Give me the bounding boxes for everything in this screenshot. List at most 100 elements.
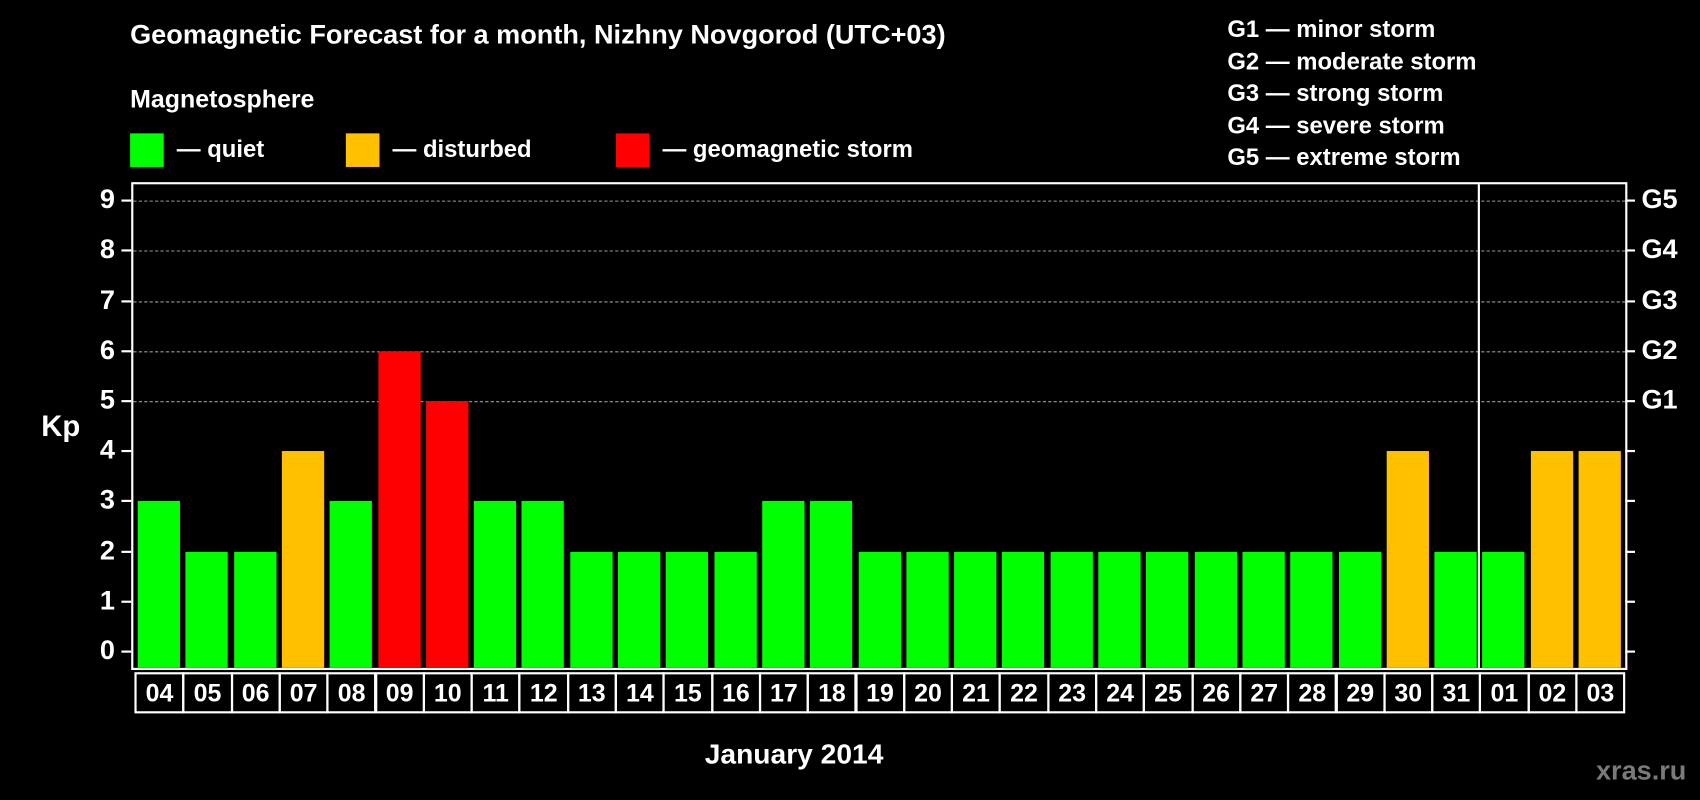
legend-subtitle: Magnetosphere bbox=[130, 84, 315, 113]
date-label: 20 bbox=[902, 672, 954, 714]
month-separator bbox=[1478, 184, 1481, 668]
y-tick-right bbox=[1625, 550, 1635, 553]
date-label: 31 bbox=[1431, 672, 1482, 714]
g5-legend: G5 — extreme storm bbox=[1227, 143, 1461, 171]
bar-22 bbox=[1002, 551, 1045, 668]
date-label: 29 bbox=[1335, 672, 1386, 714]
bar-08 bbox=[329, 501, 373, 668]
date-label: 18 bbox=[806, 672, 858, 714]
y-tick-label: 7 bbox=[99, 284, 115, 316]
y-tick bbox=[121, 349, 132, 353]
storm-swatch bbox=[615, 132, 650, 167]
chart-title: Geomagnetic Forecast for a month, Nizhny… bbox=[130, 19, 946, 50]
date-label: 09 bbox=[374, 672, 425, 714]
y-tick-right bbox=[1625, 199, 1635, 202]
bar-26 bbox=[1194, 551, 1237, 668]
gridline-9 bbox=[133, 200, 1626, 202]
g-scale-legend: G1 — minor storm G2 — moderate storm G3 … bbox=[1227, 13, 1476, 173]
y-tick bbox=[121, 500, 132, 503]
bar-30 bbox=[1386, 451, 1429, 668]
bar-23 bbox=[1050, 551, 1093, 668]
gridline-5 bbox=[133, 401, 1626, 403]
y-tick-right bbox=[1625, 349, 1635, 353]
quiet-swatch bbox=[130, 132, 164, 167]
date-label: 27 bbox=[1239, 672, 1290, 714]
y-tick-right bbox=[1625, 650, 1635, 653]
g4-legend: G4 — severe storm bbox=[1227, 111, 1445, 139]
y-tick bbox=[121, 299, 132, 303]
gridline-8 bbox=[133, 250, 1626, 252]
y-tick-right bbox=[1625, 600, 1635, 603]
date-label: 24 bbox=[1095, 672, 1146, 714]
bar-13 bbox=[569, 551, 613, 668]
y-tick-label: 3 bbox=[99, 485, 115, 516]
date-label: 22 bbox=[998, 672, 1050, 714]
y-tick-label: 4 bbox=[99, 434, 115, 466]
date-label: 25 bbox=[1143, 672, 1194, 714]
bar-15 bbox=[666, 551, 709, 668]
x-axis-label: January 2014 bbox=[704, 737, 884, 770]
bar-31 bbox=[1434, 551, 1477, 668]
bar-28 bbox=[1290, 551, 1333, 668]
bar-05 bbox=[185, 551, 229, 668]
g-scale-label: G1 bbox=[1641, 384, 1678, 416]
date-label: 08 bbox=[326, 672, 377, 714]
bar-24 bbox=[1098, 551, 1141, 668]
date-label: 26 bbox=[1191, 672, 1242, 714]
y-tick-label: 5 bbox=[99, 384, 115, 416]
date-label: 14 bbox=[614, 672, 665, 714]
bar-10 bbox=[425, 401, 469, 668]
y-tick-right bbox=[1625, 450, 1635, 453]
bar-06 bbox=[233, 551, 277, 668]
date-label: 23 bbox=[1046, 672, 1098, 714]
legend-quiet: — quiet bbox=[130, 132, 264, 167]
bar-27 bbox=[1242, 551, 1285, 668]
legend-storm-label: — geomagnetic storm bbox=[662, 135, 913, 163]
bar-20 bbox=[906, 551, 949, 668]
y-tick-right bbox=[1625, 400, 1635, 403]
y-tick bbox=[121, 550, 132, 553]
date-label: 04 bbox=[134, 672, 185, 714]
y-tick-label: 1 bbox=[99, 585, 115, 616]
date-label: 17 bbox=[758, 672, 810, 714]
y-tick-label: 8 bbox=[99, 234, 115, 265]
y-tick-label: 2 bbox=[99, 535, 115, 566]
bar-04 bbox=[137, 501, 180, 668]
g-scale-label: G5 bbox=[1641, 184, 1678, 215]
bar-11 bbox=[473, 501, 517, 668]
y-tick-right bbox=[1625, 500, 1635, 503]
y-tick-right bbox=[1625, 299, 1635, 303]
date-label: 01 bbox=[1479, 672, 1530, 714]
legend-disturbed-label: — disturbed bbox=[392, 135, 532, 163]
date-label: 12 bbox=[518, 672, 569, 714]
bar-01 bbox=[1482, 551, 1525, 668]
gridline-6 bbox=[133, 351, 1626, 353]
y-axis-label: Kp bbox=[41, 409, 81, 443]
date-label: 10 bbox=[422, 672, 473, 714]
y-tick bbox=[121, 600, 132, 603]
date-label: 30 bbox=[1383, 672, 1434, 714]
bar-07 bbox=[281, 451, 325, 668]
date-label: 19 bbox=[854, 672, 906, 714]
y-tick-right bbox=[1625, 249, 1635, 252]
bar-02 bbox=[1530, 451, 1573, 668]
bar-12 bbox=[521, 501, 565, 668]
date-label: 13 bbox=[566, 672, 617, 714]
y-tick-label: 6 bbox=[99, 334, 115, 366]
g-scale-label: G3 bbox=[1641, 284, 1678, 316]
watermark: xras.ru bbox=[1595, 755, 1687, 787]
date-label: 03 bbox=[1575, 672, 1626, 714]
bar-03 bbox=[1578, 451, 1621, 668]
legend-storm: — geomagnetic storm bbox=[615, 132, 913, 167]
date-label: 15 bbox=[662, 672, 713, 714]
g2-legend: G2 — moderate storm bbox=[1227, 47, 1477, 75]
date-label: 21 bbox=[950, 672, 1002, 714]
bar-19 bbox=[858, 551, 901, 668]
y-tick-label: 9 bbox=[99, 184, 115, 215]
date-label: 02 bbox=[1527, 672, 1578, 714]
date-label: 11 bbox=[470, 672, 521, 714]
legend-quiet-label: — quiet bbox=[176, 135, 265, 163]
bar-09 bbox=[377, 351, 421, 668]
